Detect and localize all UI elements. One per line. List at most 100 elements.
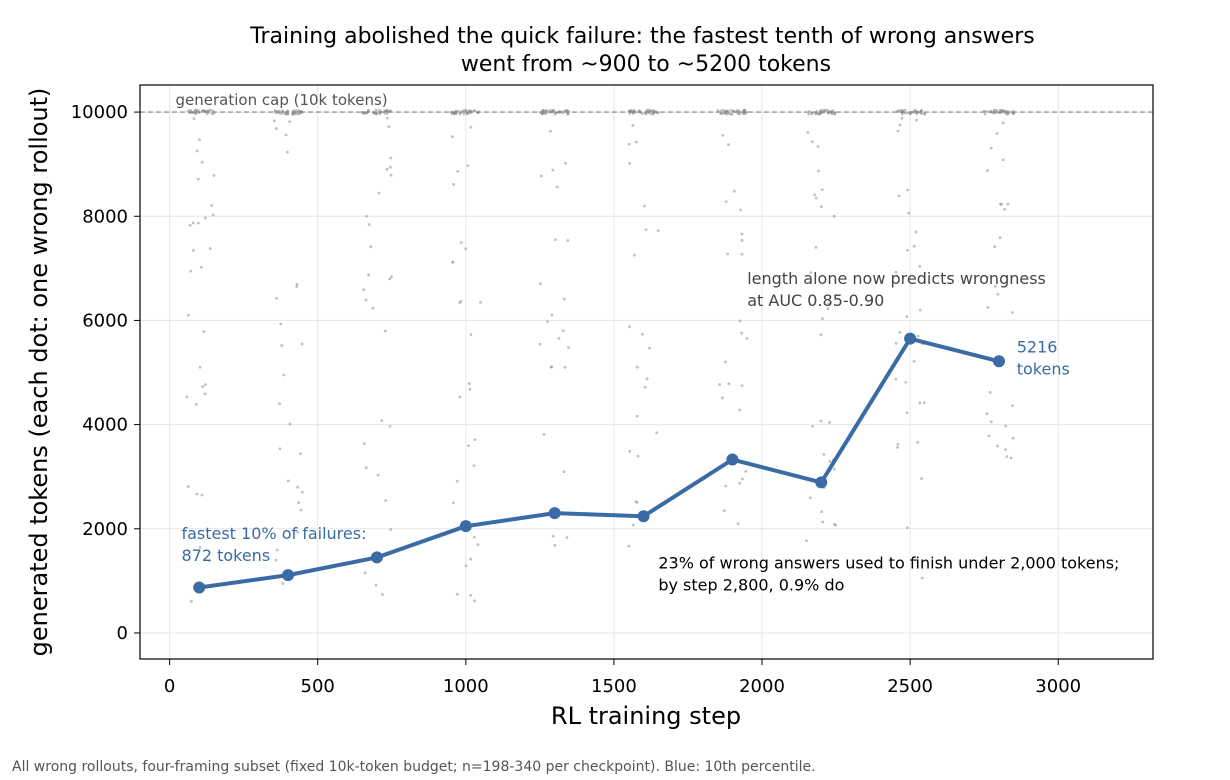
rollout-dot [805,539,808,543]
rollout-dot [719,112,723,116]
rollout-dot [745,337,749,340]
rollout-dot [210,203,214,207]
rollout-dot [718,383,722,386]
rollout-dot [374,108,378,112]
rollout-dot [199,265,203,269]
rollout-dot [827,421,831,424]
rollout-dot [469,593,473,597]
rollout-dot [821,317,824,321]
rollout-dot [380,419,384,423]
rollout-dot [280,344,284,347]
rollout-dot [390,275,393,279]
rollout-dot [628,325,632,329]
rollout-dot [284,112,288,116]
rollout-dot [894,341,898,345]
rollout-dot [627,544,631,548]
rollout-dot [389,165,392,169]
rollout-dot [897,194,901,198]
rollout-dot [295,282,299,286]
percentile-point [548,507,561,520]
rollout-dot [986,169,989,172]
rollout-dot [740,384,744,387]
rollout-dot [545,320,549,323]
rollout-dot [472,109,476,113]
rollout-dot [300,342,304,346]
rollout-dot [729,108,733,112]
rollout-dot [740,232,744,236]
rollout-dot [209,108,213,112]
rollout-dot [561,329,565,333]
rollout-dot [464,564,468,568]
rollout-dot [633,253,636,257]
rollout-dot [562,297,566,301]
annotation-auc-line: length alone now predicts wrongness [747,269,1046,288]
x-tick-label: 1000 [443,676,489,697]
rollout-dot [645,377,649,381]
rollout-dot [451,260,455,264]
rollout-dot [986,306,990,309]
annotation-under-2000-line: by step 2,800, 0.9% do [658,575,844,594]
rollout-dot [473,535,476,539]
rollout-dot [274,127,278,130]
rollout-dot [194,402,198,406]
rollout-dot [550,313,554,317]
rollout-dot [811,424,814,428]
rollout-dot [282,373,286,377]
rollout-dot [816,145,820,148]
rollout-dot [386,116,389,120]
x-tick-label: 2500 [887,676,933,697]
rollout-dot [810,112,814,115]
annotation-last-point-line: 5216 [1017,338,1058,357]
rollout-dot [464,247,468,250]
rollout-dot [279,322,283,326]
rollout-dot [742,112,745,115]
rollout-dot [995,132,999,135]
rollout-dot [813,193,817,197]
rollout-dot [636,454,640,458]
rollout-dot [822,453,826,456]
rollout-dot [539,282,542,286]
rollout-dot [724,484,728,488]
rollout-dot [641,332,644,336]
rollout-dot [738,319,742,323]
rollout-dot [275,548,279,552]
rollout-dot [551,534,555,538]
rollout-dot [896,129,900,133]
rollout-dot [720,109,723,112]
y-tick-label: 4000 [82,415,128,436]
rollout-dot [726,252,730,256]
rollout-dot [896,442,900,446]
rollout-dot [196,221,200,225]
rollout-dot [894,270,898,274]
annotation-last-point: 5216 tokens [1017,338,1070,379]
rollout-dot [364,298,368,302]
rollout-dot [643,204,646,208]
rollout-dot [281,109,285,113]
rollout-dot [1011,436,1015,440]
rollout-dot [383,329,387,333]
rollout-dot [291,112,294,116]
x-tick-label: 3000 [1035,676,1081,697]
rollout-dot [1006,202,1010,206]
rollout-dot [632,109,636,112]
rollout-dot [905,526,909,530]
rollout-dot [364,466,368,470]
rollout-dot [286,109,290,113]
rollout-dot [644,228,648,232]
rollout-dot [555,185,559,189]
rollout-dot [469,333,473,337]
annotation-first-point: fastest 10% of failures: 872 tokens [181,524,366,565]
rollout-dot [192,117,196,121]
rollout-dot [295,285,299,288]
rollout-dot [909,112,912,116]
rollout-dot [809,496,812,500]
x-tick-label: 1500 [591,676,637,697]
rollout-dot [983,112,987,116]
rollout-dot [565,536,569,539]
annotation-under-2000: 23% of wrong answers used to finish unde… [658,553,1119,594]
rollout-dot [631,523,635,527]
rollout-dot [388,425,392,428]
rollout-dot [367,223,371,226]
rollout-dot [452,501,455,505]
rollout-dot [1005,455,1009,459]
